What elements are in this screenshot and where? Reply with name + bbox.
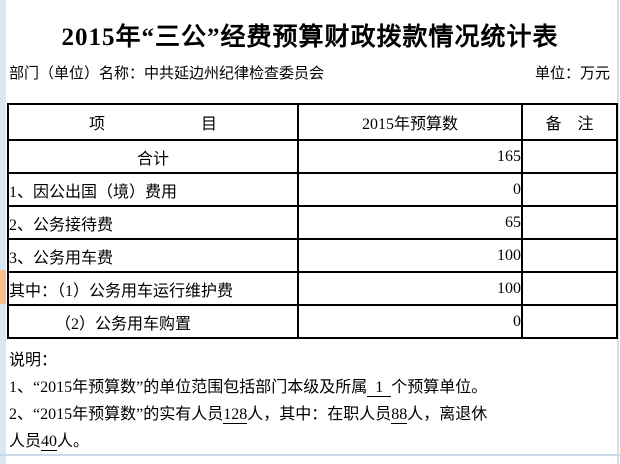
remark-cell [521, 139, 618, 174]
note-line-2: 2、“2015年预算数”的实有人员128人，其中：在职人员88人，离退休 人员40… [9, 406, 488, 451]
item-cell: 其中：（1）公务用车运行维护费 [7, 271, 299, 306]
column-header-budget: 2015年预算数 [297, 103, 523, 141]
value-cell: 0 [297, 172, 523, 207]
left-gutter-strip [0, 0, 6, 464]
budget-table: 项 目 2015年预算数 备 注 合计 165 1、因公出国（境）费用 0 2、… [7, 103, 618, 339]
remark-cell [521, 271, 618, 306]
item-cell: 3、公务用车费 [7, 238, 299, 273]
column-header-remark: 备 注 [521, 103, 618, 141]
table-row-abroad: 1、因公出国（境）费用 0 [7, 172, 618, 207]
item-cell: 2、公务接待费 [7, 205, 299, 240]
remark-cell [521, 172, 618, 207]
page-right-edge [617, 0, 619, 464]
item-cell: （2）公务用车购置 [7, 304, 299, 339]
value-cell: 100 [297, 271, 523, 306]
table-row-vehicle-maintenance: 其中：（1）公务用车运行维护费 100 [7, 271, 618, 306]
unit-label: 单位：万元 [534, 66, 610, 82]
item-cell: 合计 [7, 139, 299, 174]
value-cell: 65 [297, 205, 523, 240]
remark-cell [521, 205, 618, 240]
column-header-item: 项 目 [7, 103, 299, 141]
underlined-value: 40 [41, 433, 58, 451]
page-title: 2015年“三公”经费预算财政拨款情况统计表 [61, 24, 559, 51]
underlined-value: 1 [367, 379, 392, 397]
item-cell: 1、因公出国（境）费用 [7, 172, 299, 207]
table-row-vehicle-purchase: （2）公务用车购置 0 [7, 304, 618, 339]
value-cell: 100 [297, 238, 523, 273]
note-line-1: 1、“2015年预算数”的单位范围包括部门本级及所属 1 个预算单位。 [9, 379, 488, 397]
underlined-value: 128 [223, 406, 248, 424]
value-cell: 165 [297, 139, 523, 174]
underlined-value: 88 [391, 406, 408, 424]
page-bottom-edge [0, 454, 620, 456]
meta-row: 部门（单位）名称：中共延边州纪律检查委员会 单位：万元 [9, 62, 610, 83]
table-row-reception: 2、公务接待费 65 [7, 205, 618, 240]
notes-section: 说明： 1、“2015年预算数”的单位范围包括部门本级及所属 1 个预算单位。 2、… [9, 347, 614, 455]
header-row: 项 目 2015年预算数 备 注 [7, 103, 618, 141]
row-highlight-marker [0, 270, 6, 304]
remark-cell [521, 238, 618, 273]
value-cell: 0 [297, 304, 523, 339]
notes-heading: 说明： [9, 352, 58, 369]
table-row-total: 合计 165 [7, 139, 618, 174]
remark-cell [521, 304, 618, 339]
table-row-vehicle: 3、公务用车费 100 [7, 238, 618, 273]
department-name-label: 部门（单位）名称：中共延边州纪律检查委员会 [9, 66, 325, 82]
